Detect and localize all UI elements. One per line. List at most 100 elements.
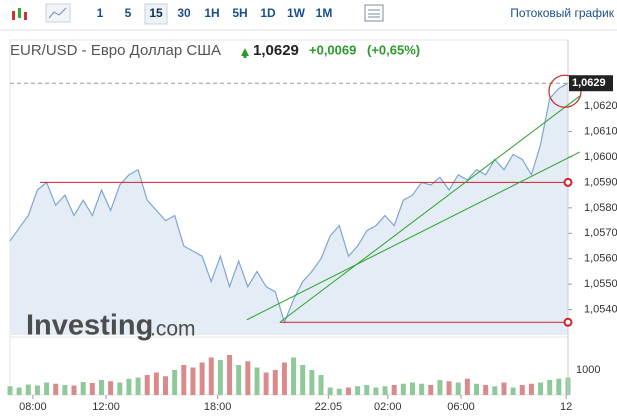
price: 1,0629	[253, 42, 299, 59]
x-tick-label: 12:00	[92, 401, 120, 413]
volume-bar	[446, 381, 452, 395]
y-tick-label: 1,0550	[584, 278, 617, 290]
y-tick-label: 1,0560	[584, 253, 617, 265]
volume-bar	[172, 370, 178, 395]
volume-bar	[44, 382, 50, 395]
volume-bar	[144, 375, 150, 395]
volume-bar	[364, 385, 370, 395]
candle-icon[interactable]	[12, 8, 27, 20]
y-tick-label: 1,0620	[584, 100, 617, 112]
interval-button[interactable]: 1D	[260, 6, 276, 20]
area-icon[interactable]	[45, 3, 71, 23]
volume-bar	[190, 367, 196, 395]
volume-bar	[126, 378, 132, 395]
last-price-label: 1,0629	[572, 77, 606, 89]
symbol: EUR/USD - Евро Доллар США	[10, 42, 221, 59]
volume-bar	[263, 372, 269, 395]
volume-bar	[519, 385, 525, 395]
change: +0,0069	[309, 42, 356, 57]
volume-bar	[483, 385, 489, 395]
y-tick-label: 1,0600	[584, 151, 617, 163]
volume-bar	[163, 376, 169, 395]
stream-link[interactable]: Потоковый график	[510, 6, 614, 20]
volume-bar	[25, 384, 31, 395]
volume-bar	[373, 387, 379, 395]
level-handle[interactable]	[563, 177, 573, 187]
volume-bar	[382, 386, 388, 395]
volume-bar	[108, 381, 114, 395]
watermark-brand: Investing	[26, 310, 153, 342]
x-tick-label: 02:00	[374, 401, 402, 413]
volume-bar	[492, 386, 498, 395]
volume-bar	[245, 361, 251, 395]
volume-bar	[53, 383, 59, 395]
volume-bar	[181, 365, 187, 395]
volume-bar	[254, 367, 260, 395]
volume-bar	[300, 365, 306, 395]
up-arrow	[241, 48, 249, 56]
price-area	[10, 83, 568, 335]
interval-button[interactable]: 15	[149, 6, 163, 20]
volume-bar	[409, 382, 415, 395]
volume-bar	[135, 377, 141, 395]
volume-bar	[309, 370, 315, 395]
price-line	[9, 82, 569, 325]
trend-line	[246, 151, 581, 321]
volume-bar	[318, 375, 324, 395]
volume-bar	[217, 360, 223, 395]
toolbar: Потоковый график	[0, 3, 617, 31]
volume-bar	[62, 385, 68, 395]
watermark-suffix: .com	[150, 318, 196, 341]
volume-bar	[400, 383, 406, 395]
interval-button[interactable]: 1W	[287, 6, 306, 20]
interval-button[interactable]: 5H	[232, 6, 247, 20]
volume-bar	[7, 386, 13, 395]
level-handle[interactable]	[563, 317, 573, 327]
volume-bar	[345, 387, 351, 395]
y-tick-label: 1,0540	[584, 303, 617, 315]
volume-bar	[510, 387, 516, 395]
volume-bar	[98, 380, 104, 395]
x-tick-label: 18:00	[204, 401, 232, 413]
plot: 1000 1,0540 1,0550 1,0560 1,0570 1,0580 1,0590…	[7, 39, 617, 413]
volume-bar	[501, 382, 507, 395]
volume-bar	[336, 388, 342, 395]
volume-bar	[538, 382, 544, 395]
volume-bar	[34, 385, 40, 395]
volume-bar	[236, 365, 242, 395]
volume-bar	[437, 380, 443, 395]
last-price-box	[569, 75, 613, 92]
volume-bar	[556, 378, 562, 395]
y-tick-label: 1,0570	[584, 227, 617, 239]
volume-bar	[291, 357, 297, 395]
volume-bar	[227, 355, 233, 395]
interval-button[interactable]: 1	[97, 6, 104, 20]
y-tick-label: 1,0590	[584, 176, 617, 188]
volume-bar	[71, 385, 77, 395]
volume-bar	[16, 387, 22, 395]
volume-bar	[474, 383, 480, 395]
volume-bar	[153, 372, 159, 395]
volume-bar	[419, 383, 425, 395]
volume-bar	[199, 362, 205, 395]
interval-button[interactable]: 30	[177, 6, 191, 20]
volume-bar	[272, 370, 278, 395]
x-tick-label: 06:00	[447, 401, 475, 413]
volume-bar	[547, 380, 553, 395]
interval-button[interactable]: 5	[125, 6, 132, 20]
volume-bar	[464, 378, 470, 395]
up-arrow-stem	[243, 55, 247, 58]
interval-button[interactable]: 1H	[204, 6, 219, 20]
x-tick-label: 22.05	[315, 401, 343, 413]
volume-bar	[455, 382, 461, 395]
interval-button[interactable]: 1M	[316, 6, 333, 20]
active-interval-box	[144, 3, 168, 25]
watermark: Investing .com	[26, 310, 196, 342]
y-tick-label: 1,0610	[584, 125, 617, 137]
volume-tick-label: 1000	[576, 364, 600, 376]
stream-icon[interactable]	[364, 4, 384, 22]
header: EUR/USD - Евро Доллар США 1,0629 +0,0069…	[10, 42, 420, 59]
volume-bar	[391, 385, 397, 395]
change-pct: (+0,65%)	[367, 42, 420, 57]
y-tick-label: 1,0580	[584, 202, 617, 214]
